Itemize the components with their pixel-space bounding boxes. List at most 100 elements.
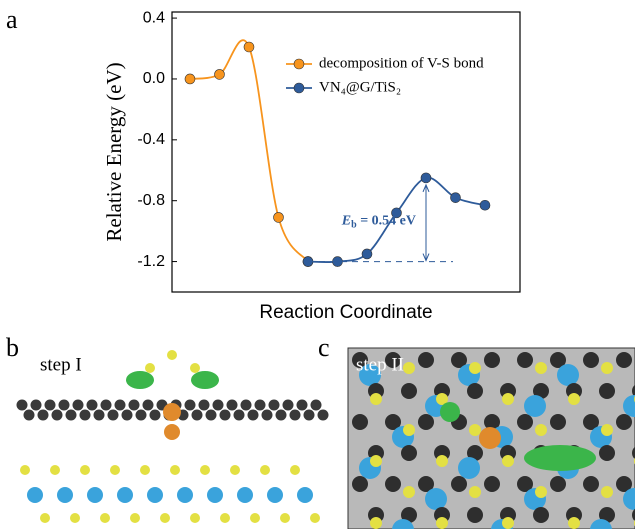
atom	[167, 350, 177, 360]
atom	[27, 487, 43, 503]
atom	[70, 513, 80, 523]
atom	[418, 352, 434, 368]
atom	[220, 410, 231, 421]
atom	[502, 455, 514, 467]
atom	[234, 410, 245, 421]
data-point	[421, 173, 431, 183]
atom	[230, 465, 240, 475]
atom	[297, 487, 313, 503]
atom	[80, 410, 91, 421]
molecule	[126, 371, 154, 389]
atom	[535, 486, 547, 498]
atom	[276, 410, 287, 421]
atom	[467, 507, 483, 523]
step-label: step I	[40, 354, 82, 375]
atom	[502, 517, 514, 529]
atom	[583, 476, 599, 492]
atom	[200, 465, 210, 475]
atom	[385, 476, 401, 492]
data-point	[244, 42, 254, 52]
data-point	[362, 249, 372, 259]
legend-label: VN₄@G/TiS₂	[319, 79, 401, 95]
atom	[52, 410, 63, 421]
atom	[87, 487, 103, 503]
atom	[24, 410, 35, 421]
atom	[469, 362, 481, 374]
x-axis-label: Reaction Coordinate	[259, 302, 432, 323]
atom	[502, 393, 514, 405]
atom	[568, 517, 580, 529]
atom	[110, 465, 120, 475]
structure-b	[17, 350, 329, 523]
atom	[50, 465, 60, 475]
atom	[517, 352, 533, 368]
atom	[190, 363, 200, 373]
atom	[38, 410, 49, 421]
atom	[163, 403, 181, 421]
atom	[403, 362, 415, 374]
atom	[17, 400, 28, 411]
atom	[616, 352, 632, 368]
atom	[45, 400, 56, 411]
y-tick-label: -1.2	[137, 253, 165, 270]
atom	[469, 424, 481, 436]
atom	[213, 400, 224, 411]
atom	[418, 414, 434, 430]
atom	[80, 465, 90, 475]
atom	[352, 414, 368, 430]
panel-label: c	[318, 333, 330, 362]
atom	[199, 400, 210, 411]
atom	[370, 393, 382, 405]
atom	[283, 400, 294, 411]
atom	[220, 513, 230, 523]
atom	[73, 400, 84, 411]
annotation-part: = 0.54 eV	[357, 214, 416, 229]
atom	[94, 410, 105, 421]
atom	[140, 465, 150, 475]
atom	[318, 410, 329, 421]
atom	[370, 517, 382, 529]
atom	[533, 507, 549, 523]
atom	[170, 465, 180, 475]
atom	[115, 400, 126, 411]
atom	[129, 400, 140, 411]
panel-label: b	[6, 333, 19, 362]
atom	[227, 400, 238, 411]
atom	[403, 486, 415, 498]
atom	[601, 362, 613, 374]
y-tick-label: -0.8	[137, 192, 165, 209]
atom	[401, 383, 417, 399]
atom	[370, 455, 382, 467]
atom	[150, 410, 161, 421]
atom	[484, 476, 500, 492]
atom	[130, 513, 140, 523]
atom	[40, 513, 50, 523]
legend-marker	[294, 83, 304, 93]
atom	[524, 395, 546, 417]
series-line	[190, 40, 308, 261]
atom	[267, 487, 283, 503]
atom	[469, 486, 481, 498]
atom	[262, 410, 273, 421]
figure: a b c step I step II 0.40.0-0.4-0.8-1.2R…	[0, 0, 635, 529]
atom	[100, 513, 110, 523]
atom	[143, 400, 154, 411]
atom	[136, 410, 147, 421]
atom	[101, 400, 112, 411]
atom	[535, 424, 547, 436]
atom	[601, 486, 613, 498]
atom	[517, 414, 533, 430]
atom	[108, 410, 119, 421]
atom	[550, 414, 566, 430]
atom	[20, 465, 30, 475]
atom	[599, 383, 615, 399]
atom	[535, 362, 547, 374]
annotation-part: E	[341, 214, 351, 229]
atom	[311, 400, 322, 411]
atom	[304, 410, 315, 421]
y-tick-label: -0.4	[137, 131, 165, 148]
atom	[403, 424, 415, 436]
atom	[297, 400, 308, 411]
atom	[59, 400, 70, 411]
atom	[550, 476, 566, 492]
